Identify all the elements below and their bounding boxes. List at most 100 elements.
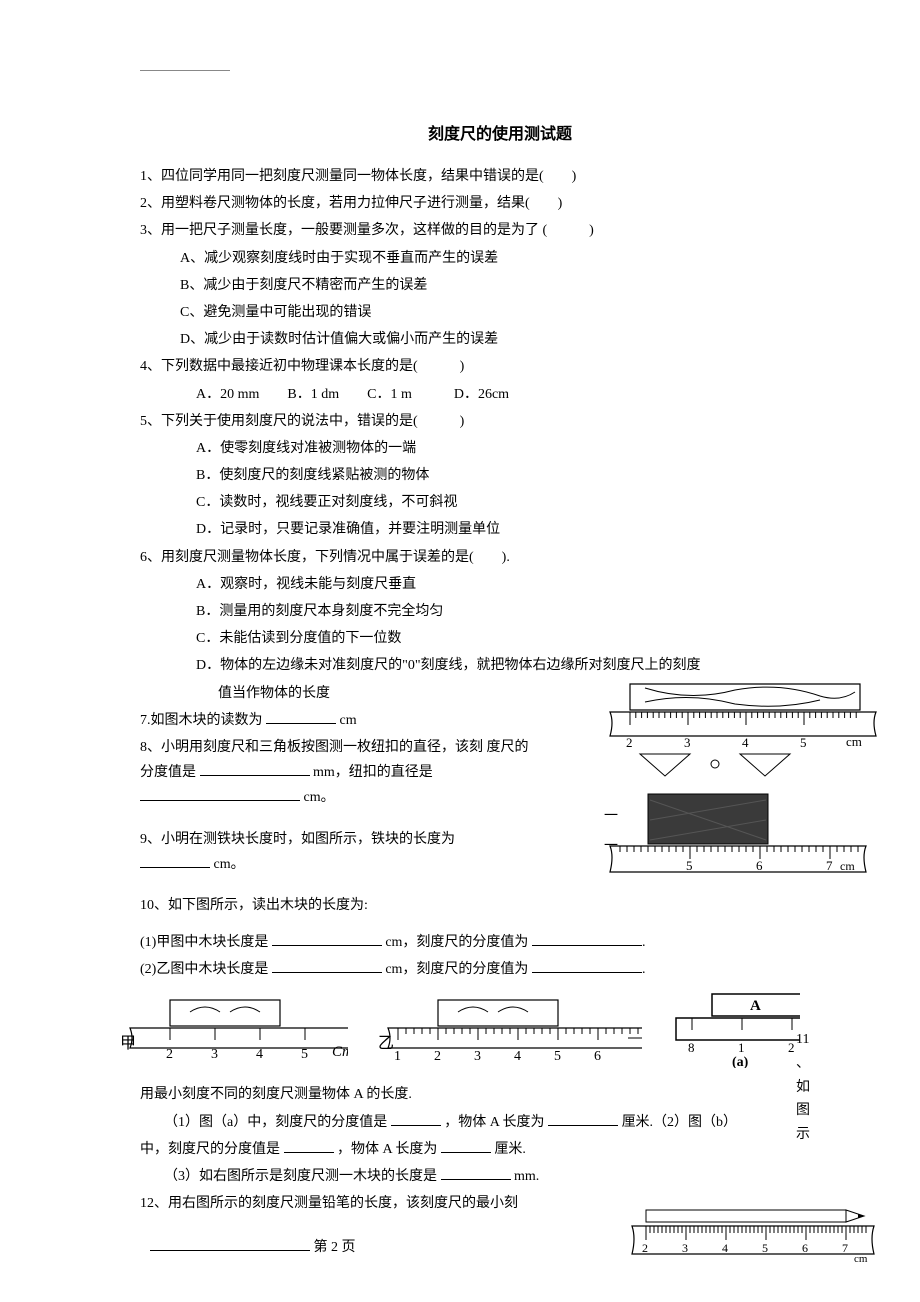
question-6-option-d-line1: D．物体的左边缘未对准刻度尺的"0"刻度线，就把物体右边缘所对刻度尺上的刻度 bbox=[140, 653, 800, 678]
figure-10b: 乙 1 2 3 4 5 6 bbox=[378, 998, 642, 1068]
question-11-text-h: （3）如右图所示是刻度尺测一木块的长度是 bbox=[164, 1169, 437, 1184]
svg-text:4: 4 bbox=[256, 1047, 263, 1062]
question-3-option-d: D、减少由于读数时估计值偏大或偏小而产生的误差 bbox=[140, 327, 800, 352]
question-11-line1: （1）图（a）中，刻度尺的分度值是 ，物体 A 长度为 厘米.（2）图（b） bbox=[140, 1110, 800, 1135]
question-8-text-d: cm。 bbox=[304, 790, 335, 805]
svg-text:5: 5 bbox=[800, 735, 807, 750]
question-3-option-a: A、减少观察刻度线时由于实现不垂直而产生的误差 bbox=[140, 246, 800, 271]
question-11-blank-5 bbox=[441, 1165, 511, 1180]
question-11-text-d: 厘米.（2）图（b） bbox=[622, 1115, 738, 1130]
question-4: 4、下列数据中最接近初中物理课本长度的是( ) bbox=[140, 354, 800, 379]
svg-text:8: 8 bbox=[688, 1040, 695, 1055]
question-10-2-text-a: (2)乙图中木块长度是 bbox=[140, 962, 268, 977]
svg-text:7: 7 bbox=[826, 858, 833, 873]
svg-text:2: 2 bbox=[642, 1241, 648, 1255]
question-9: 9、小明在测铁块长度时，如图所示，铁块的长度为 cm。 bbox=[140, 827, 540, 877]
question-11-text-f: ，物体 A 长度为 bbox=[337, 1142, 437, 1157]
question-4-options: A．20 mm B．1 dm C．1 m D．26cm bbox=[140, 382, 800, 407]
question-11-line3: （3）如右图所示是刻度尺测一木块的长度是 mm. bbox=[140, 1164, 800, 1189]
svg-text:(a): (a) bbox=[732, 1055, 749, 1068]
question-7-blank bbox=[266, 709, 336, 724]
svg-text:5: 5 bbox=[554, 1049, 561, 1064]
figure-row-10: 甲 2 3 4 5 Cm 乙 1 2 3 4 5 6 bbox=[120, 990, 800, 1068]
footer-text: 第 2 页 bbox=[314, 1240, 356, 1255]
page: 刻度尺的使用测试题 1、四位同学用同一把刻度尺测量同一物体长度，结果中错误的是(… bbox=[0, 0, 920, 1296]
question-5-option-a: A．使零刻度线对准被测物体的一端 bbox=[140, 436, 800, 461]
question-5-option-b: B．使刻度尺的刻度线紧贴被测的物体 bbox=[140, 463, 800, 488]
svg-text:4: 4 bbox=[514, 1049, 521, 1064]
question-1: 1、四位同学用同一把刻度尺测量同一物体长度，结果中错误的是( ) bbox=[140, 164, 800, 189]
footer-rule bbox=[150, 1236, 310, 1251]
question-5: 5、下列关于使用刻度尺的说法中，错误的是( ) bbox=[140, 409, 800, 434]
question-10-2-text-b: cm，刻度尺的分度值为 bbox=[385, 962, 528, 977]
question-10-1: (1)甲图中木块长度是 cm，刻度尺的分度值为 . bbox=[140, 930, 800, 955]
side-shi: 示 bbox=[796, 1123, 816, 1147]
svg-text:5: 5 bbox=[762, 1241, 768, 1255]
svg-text:1: 1 bbox=[394, 1049, 401, 1064]
question-10-1-text-b: cm，刻度尺的分度值为 bbox=[385, 935, 528, 950]
svg-text:1: 1 bbox=[738, 1040, 745, 1055]
question-11-text-e: 中，刻度尺的分度值是 bbox=[140, 1142, 280, 1157]
question-11-text-b: （1）图（a）中，刻度尺的分度值是 bbox=[164, 1115, 387, 1130]
figure-11a: A 8 1 2 (a) bbox=[672, 990, 800, 1068]
question-5-option-c: C．读数时，视线要正对刻度线，不可斜视 bbox=[140, 490, 800, 515]
question-6-option-a: A．观察时，视线未能与刻度尺垂直 bbox=[140, 572, 800, 597]
svg-text:5: 5 bbox=[301, 1047, 308, 1062]
svg-text:2: 2 bbox=[788, 1040, 795, 1055]
svg-text:3: 3 bbox=[684, 735, 691, 750]
question-3-option-c: C、避免测量中可能出现的错误 bbox=[140, 300, 800, 325]
question-7-text-a: 7.如图木块的读数为 bbox=[140, 713, 266, 728]
question-11-blank-2 bbox=[548, 1111, 618, 1126]
question-10-1-blank-1 bbox=[272, 931, 382, 946]
svg-text:cm: cm bbox=[840, 859, 855, 873]
question-8-text-a: 8、小明用刻度尺和三角板按图测一枚纽扣的直径，该刻 bbox=[140, 740, 483, 755]
question-10-2-blank-2 bbox=[532, 958, 642, 973]
question-11-text-g: 厘米. bbox=[494, 1142, 526, 1157]
svg-text:乙: 乙 bbox=[378, 1035, 394, 1052]
question-6-option-c: C．未能估读到分度值的下一位数 bbox=[140, 626, 800, 651]
question-11-text-c: ，物体 A 长度为 bbox=[444, 1115, 544, 1130]
question-8-text-c: mm，纽扣的直径是 bbox=[313, 765, 433, 780]
question-6: 6、用刻度尺测量物体长度，下列情况中属于误差的是( ). bbox=[140, 545, 800, 570]
question-9-text-a: 9、小明在测铁块长度时，如图所示，铁块的长度为 bbox=[140, 832, 455, 847]
question-11-blank-3 bbox=[284, 1138, 334, 1153]
side-ru: 如 bbox=[796, 1076, 816, 1100]
question-11-blank-1 bbox=[391, 1111, 441, 1126]
svg-text:Cm: Cm bbox=[332, 1044, 348, 1060]
question-5-option-d: D．记录时，只要记录准确值，并要注明测量单位 bbox=[140, 517, 800, 542]
question-3-option-b: B、减少由于刻度尺不精密而产生的误差 bbox=[140, 273, 800, 298]
svg-text:3: 3 bbox=[474, 1049, 481, 1064]
question-11-a: 用最小刻度不同的刻度尺测量物体 A 的长度. bbox=[140, 1082, 800, 1107]
question-9-text-b: cm。 bbox=[214, 857, 245, 872]
svg-text:6: 6 bbox=[594, 1049, 601, 1064]
svg-text:7: 7 bbox=[842, 1241, 848, 1255]
question-10: 10、如下图所示，读出木块的长度为: bbox=[140, 893, 800, 918]
question-9-blank bbox=[140, 853, 210, 868]
svg-text:A: A bbox=[750, 998, 761, 1014]
svg-text:2: 2 bbox=[626, 735, 633, 750]
figure-12: 2 3 4 5 6 7 cm bbox=[628, 1204, 878, 1264]
figure-9: 5 6 7 cm 一 一 bbox=[600, 790, 880, 880]
question-11-text-i: mm. bbox=[514, 1169, 539, 1184]
svg-text:3: 3 bbox=[211, 1047, 218, 1062]
question-11-blank-4 bbox=[441, 1138, 491, 1153]
svg-text:cm: cm bbox=[846, 734, 862, 749]
question-7-text-b: cm bbox=[340, 713, 357, 728]
svg-text:一: 一 bbox=[604, 809, 618, 824]
svg-text:6: 6 bbox=[756, 858, 763, 873]
question-2: 2、用塑料卷尺测物体的长度，若用力拉伸尺子进行测量，结果( ) bbox=[140, 191, 800, 216]
question-11-line2: 中，刻度尺的分度值是 ，物体 A 长度为 厘米. bbox=[140, 1137, 800, 1162]
question-10-1-blank-2 bbox=[532, 931, 642, 946]
question-6-option-b: B．测量用的刻度尺本身刻度不完全均匀 bbox=[140, 599, 800, 624]
svg-text:一: 一 bbox=[604, 839, 618, 854]
question-10-1-text-a: (1)甲图中木块长度是 bbox=[140, 935, 268, 950]
svg-text:4: 4 bbox=[742, 735, 749, 750]
svg-text:甲: 甲 bbox=[120, 1035, 136, 1052]
question-7: 7.如图木块的读数为 cm bbox=[140, 708, 540, 733]
question-8-blank-1 bbox=[200, 761, 310, 776]
svg-text:4: 4 bbox=[722, 1241, 728, 1255]
svg-text:cm: cm bbox=[854, 1253, 868, 1264]
svg-text:3: 3 bbox=[682, 1241, 688, 1255]
question-3: 3、用一把尺子测量长度，一般要测量多次，这样做的目的是为了 ( ) bbox=[140, 218, 800, 243]
svg-text:2: 2 bbox=[434, 1049, 441, 1064]
